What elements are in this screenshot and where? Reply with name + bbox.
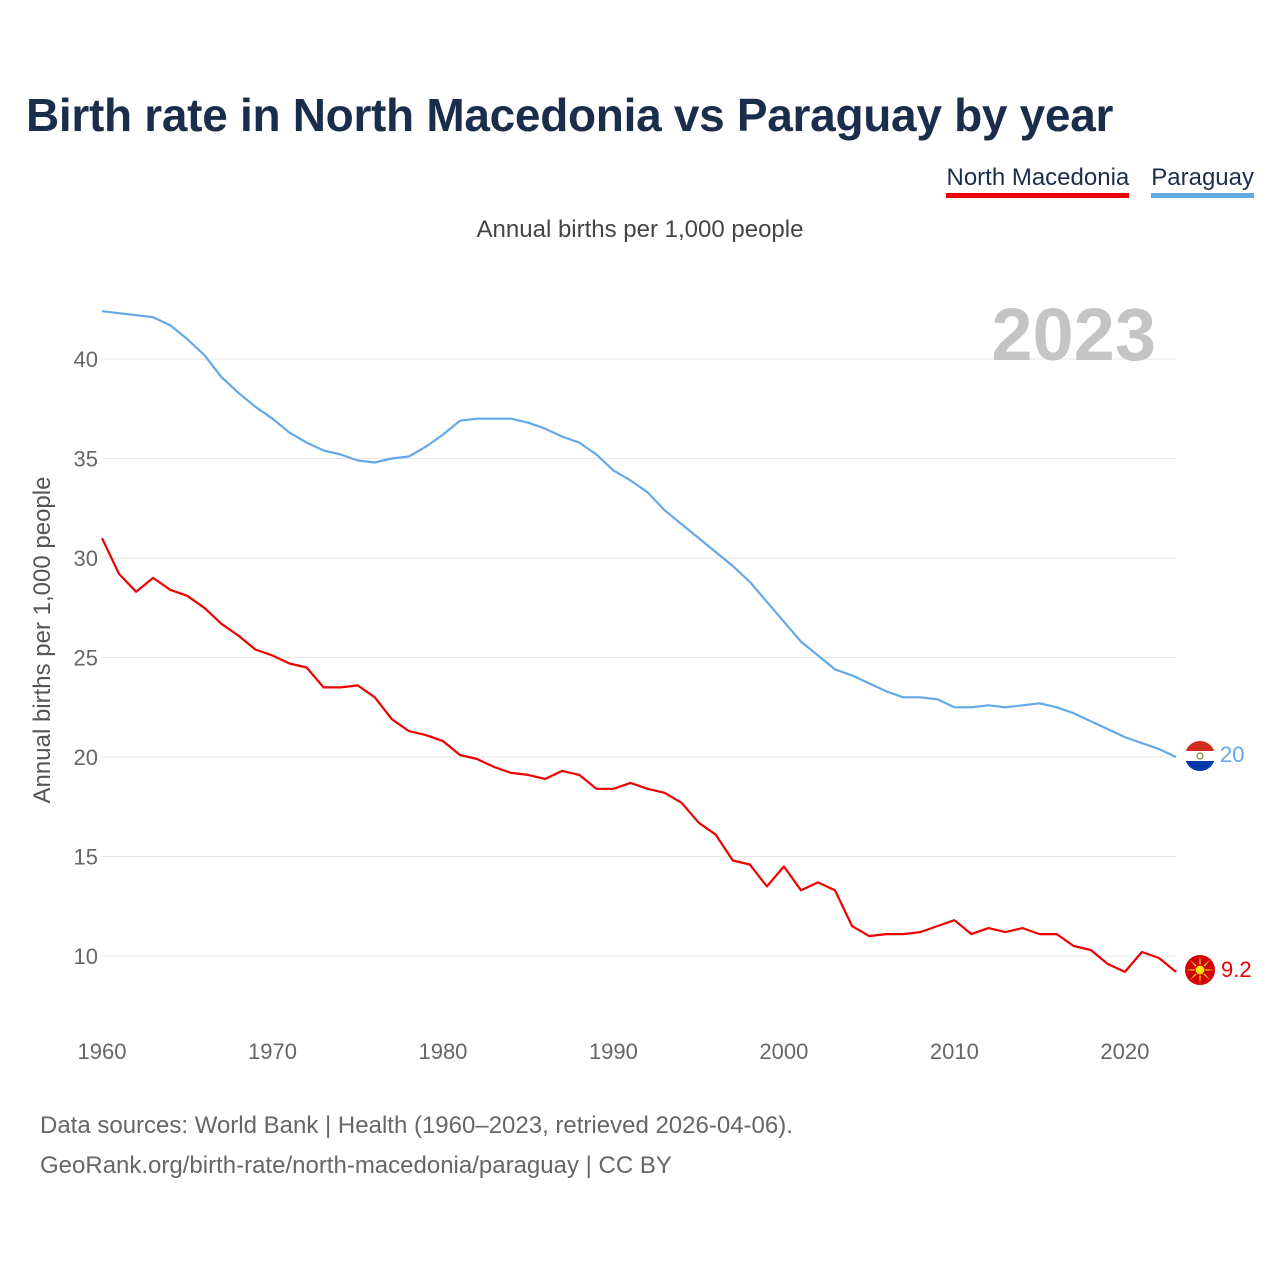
y-axis-label: Annual births per 1,000 people [29, 477, 56, 804]
sun-ray [1189, 959, 1198, 968]
x-tick-label: 1990 [589, 1039, 638, 1064]
y-tick-label: 30 [74, 546, 98, 571]
year-watermark: 2023 [991, 293, 1156, 376]
sun-ray [1189, 972, 1198, 981]
series-line-paraguay[interactable] [101, 310, 1177, 758]
sun-ray [1202, 959, 1211, 968]
x-tick-label: 2010 [930, 1039, 979, 1064]
legend-item-paraguay[interactable]: Paraguay [1151, 164, 1254, 198]
sun-ray [1203, 969, 1215, 971]
sun-ray [1199, 973, 1201, 985]
source-line-2: GeoRank.org/birth-rate/north-macedonia/p… [40, 1152, 672, 1179]
y-tick-label: 25 [74, 646, 98, 671]
chart-title: Birth rate in North Macedonia vs Paragua… [26, 89, 1114, 141]
sun-ray [1199, 955, 1201, 967]
series-line-north-macedonia[interactable] [101, 537, 1177, 974]
end-label-paraguay: 20 [1220, 742, 1244, 767]
x-tick-label: 2020 [1100, 1039, 1149, 1064]
x-tick-label: 1960 [78, 1039, 127, 1064]
y-tick-label: 40 [74, 347, 98, 372]
legend-item-north-macedonia[interactable]: North Macedonia [946, 164, 1130, 198]
y-tick-label: 15 [74, 845, 98, 870]
sun-ray [1185, 969, 1197, 971]
x-tick-label: 1970 [248, 1039, 297, 1064]
y-tick-label: 35 [74, 447, 98, 472]
paraguay-flag-icon [1185, 741, 1215, 771]
x-tick-label: 2000 [759, 1039, 808, 1064]
chart-subtitle: Annual births per 1,000 people [476, 216, 804, 243]
y-tick-label: 10 [74, 944, 98, 969]
data-source: Data sources: World Bank | Health (1960–… [40, 1106, 793, 1186]
source-line-1: Data sources: World Bank | Health (1960–… [40, 1112, 793, 1139]
legend: North Macedonia Paraguay [946, 164, 1254, 198]
north-macedonia-flag-icon [1185, 955, 1215, 985]
y-tick-label: 20 [74, 745, 98, 770]
end-label-north-macedonia: 9.2 [1221, 957, 1252, 982]
sun-ray [1202, 972, 1211, 981]
x-tick-label: 1980 [418, 1039, 467, 1064]
